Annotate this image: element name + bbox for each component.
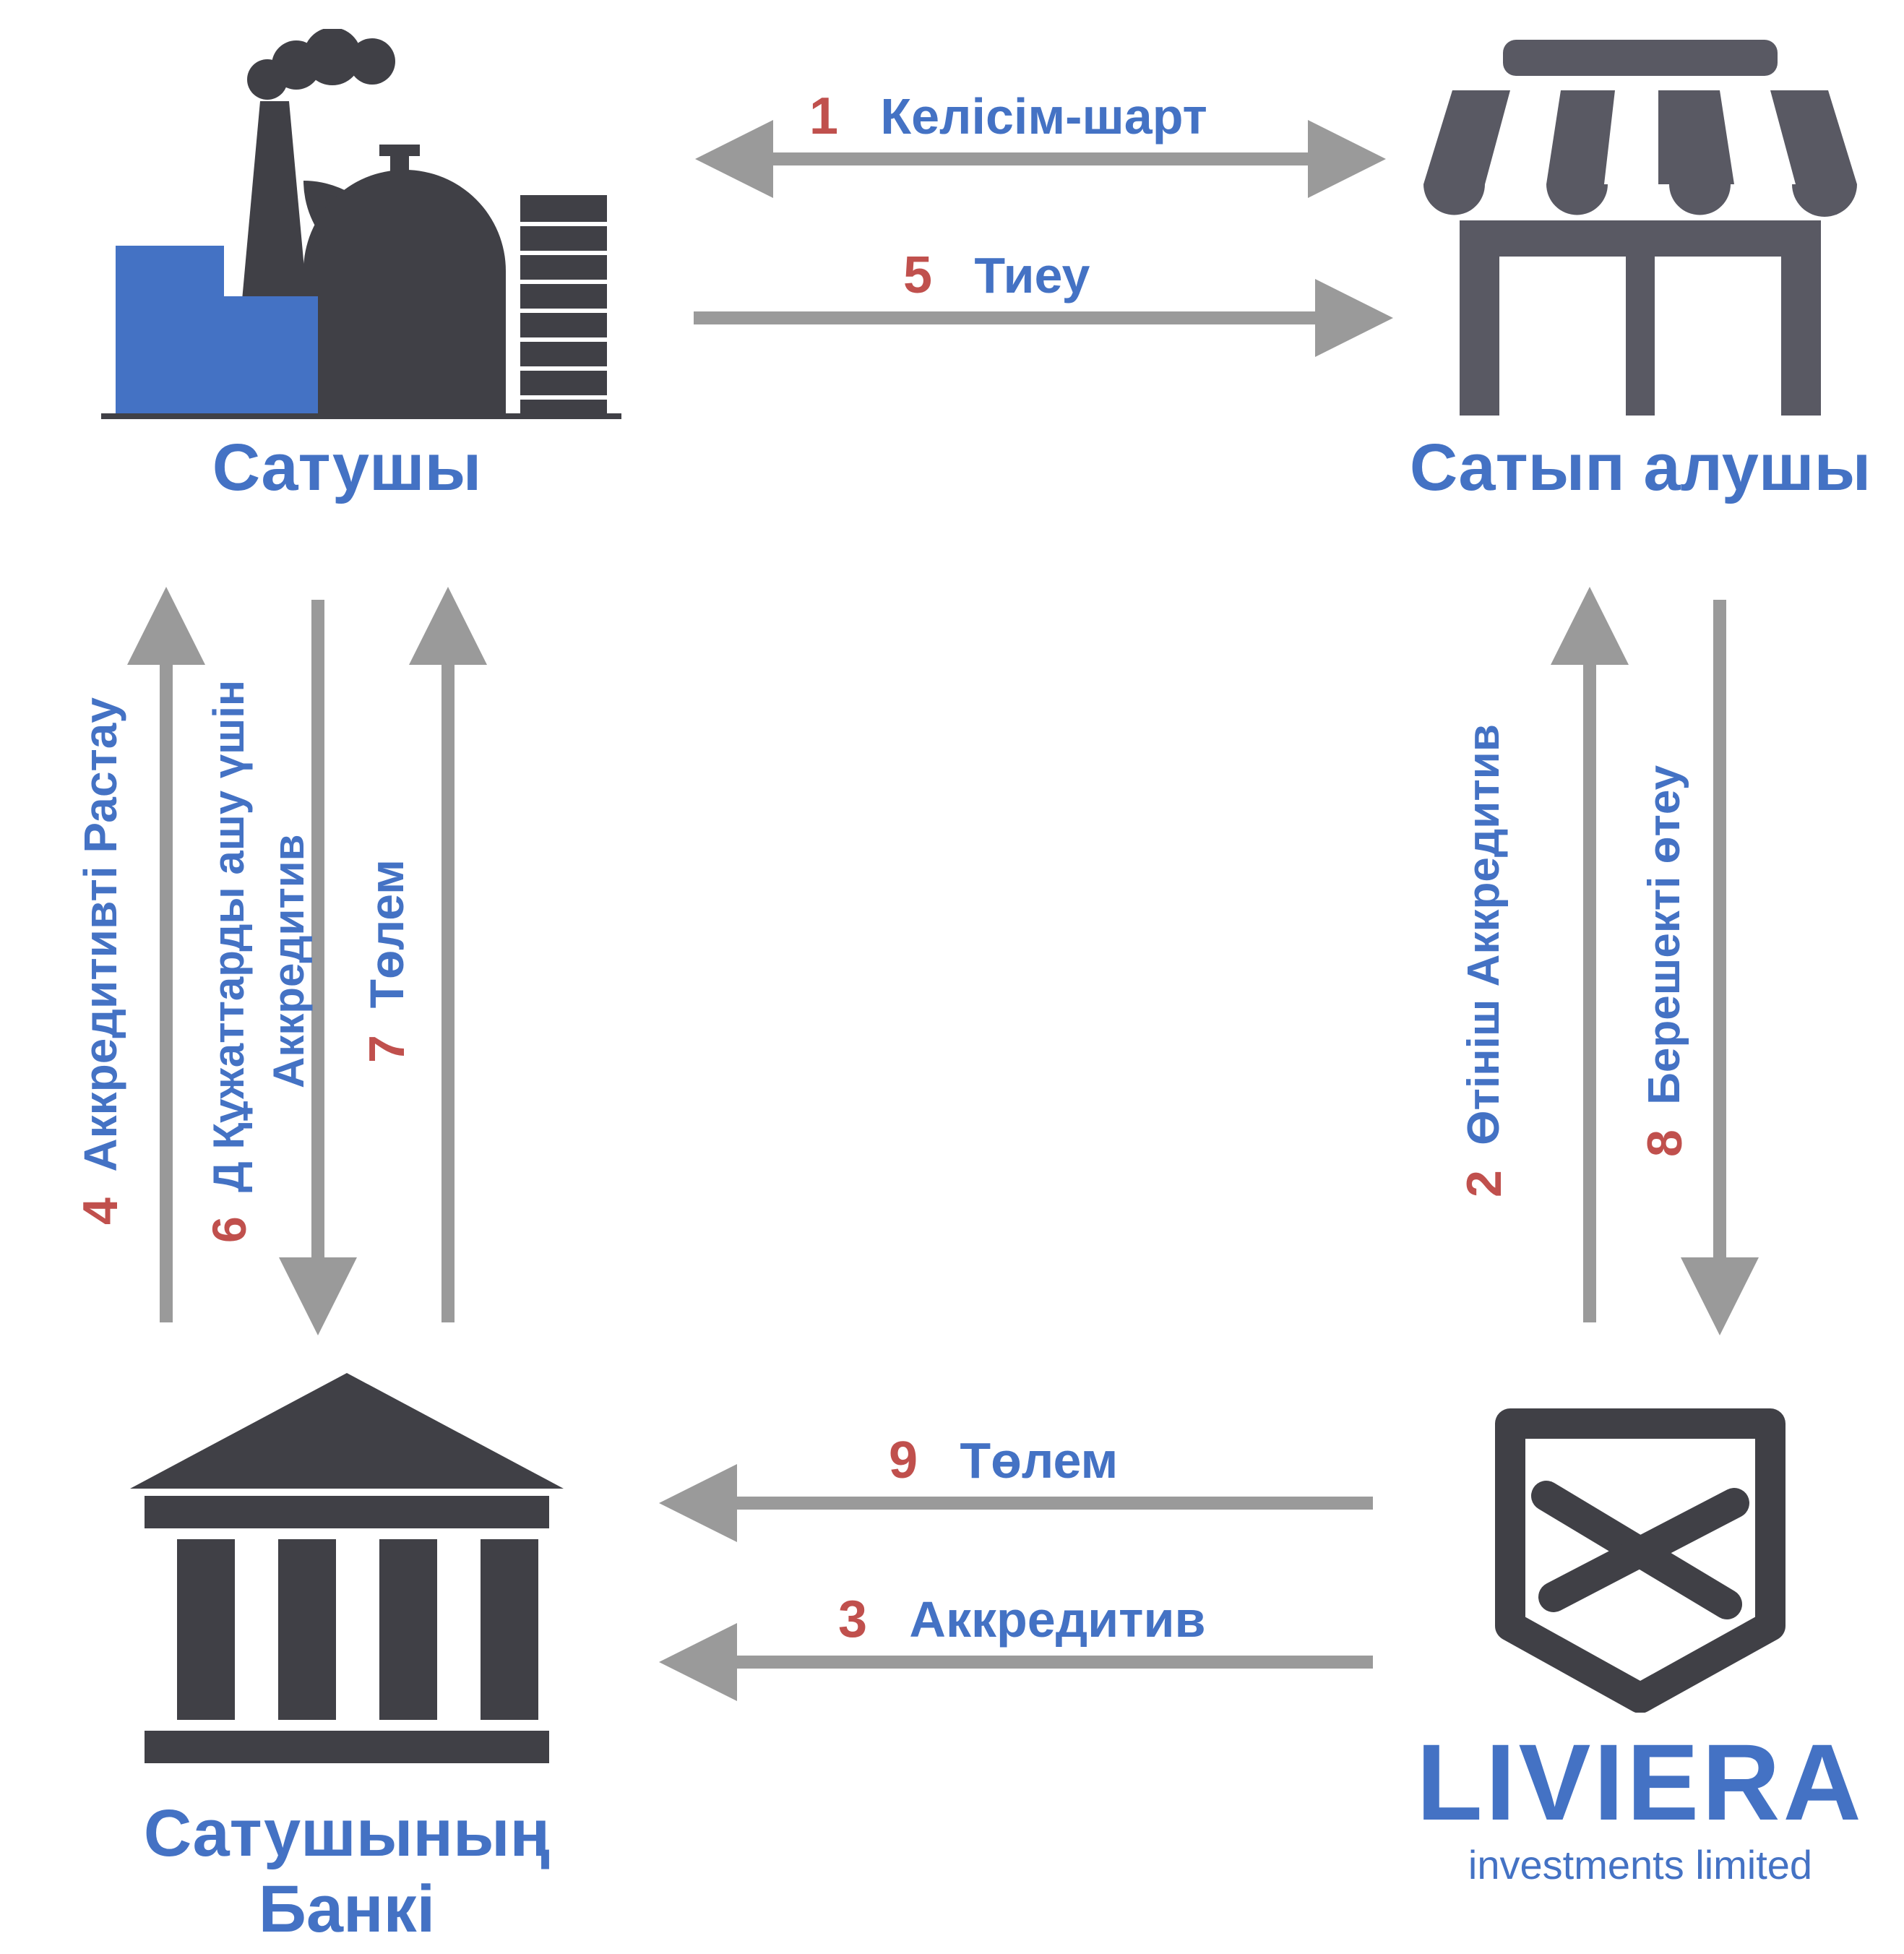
edge-8-label: 8 Берешекті өтеу (1633, 723, 1691, 1200)
edge-5-label: 5 Тиеу (903, 246, 1090, 305)
edge-4-num: 4 (73, 1197, 128, 1225)
edge-3-text: Аккредитив (909, 1591, 1205, 1648)
edge-5-num: 5 (903, 246, 932, 304)
edge-7-label: 7 Төлем (354, 824, 420, 1098)
edge-6-label: 6 Д Құжаттарды ашу үшін Аккредитив (199, 629, 314, 1294)
edge-3-label: 3 Аккредитив (838, 1590, 1206, 1649)
edge-4-text: Аккредитивті Растау (74, 697, 126, 1172)
edge-1-text: Келісім-шарт (880, 88, 1207, 145)
edge-9-num: 9 (889, 1432, 918, 1489)
edge-7-text: Төлем (360, 859, 413, 1008)
edge-2-num: 2 (1457, 1171, 1512, 1198)
edge-6-num: 6 (202, 1216, 256, 1243)
edge-9-text: Төлем (960, 1432, 1118, 1489)
edge-6-text: Д Құжаттарды ашу үшін Аккредитив (204, 679, 313, 1192)
edge-1-label: 1 Келісім-шарт (809, 87, 1207, 146)
edge-3-num: 3 (838, 1591, 867, 1648)
edge-8-text: Берешекті өтеу (1640, 765, 1689, 1105)
edge-9-label: 9 Төлем (889, 1431, 1118, 1490)
edge-2-label: 2 Өтініш Аккредитив (1452, 723, 1561, 1200)
edge-4-label: 4 Аккредитивті Растау (69, 665, 132, 1257)
edge-8-num: 8 (1637, 1129, 1692, 1157)
edge-1-num: 1 (809, 87, 838, 145)
edge-7-num: 7 (358, 1035, 415, 1063)
edge-5-text: Тиеу (974, 247, 1090, 304)
edge-2-text: Өтініш Аккредитив (1459, 725, 1509, 1146)
